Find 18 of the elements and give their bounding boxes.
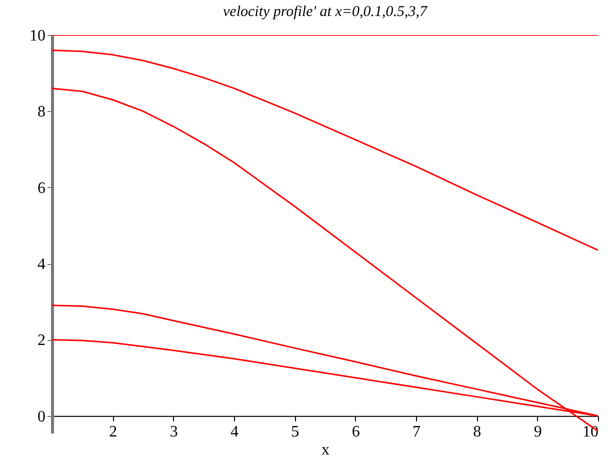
y-tick-label: 2 (38, 332, 46, 350)
x-tick-label: 5 (291, 423, 300, 440)
y-tick-label: 4 (38, 256, 46, 274)
x-tick-label: 4 (230, 423, 238, 440)
y-tick-label: 6 (38, 180, 46, 197)
x-tick-label: 7 (412, 423, 420, 440)
line-series (52, 49, 598, 251)
y-tick-label: 10 (30, 28, 46, 44)
x-tick-label: 9 (534, 423, 542, 440)
y-tick-label: 8 (38, 104, 46, 121)
y-tick-label: 0 (38, 408, 46, 426)
x-tick-label: 6 (352, 423, 360, 440)
x-tick-label: 2 (109, 423, 118, 440)
x-tick-label: 10 (582, 423, 598, 440)
x-tick-label: 8 (473, 423, 482, 440)
x-tick-label: 3 (170, 423, 178, 440)
chart-title: velocity profile' at x=0,0.1,0.5,3,7 (223, 4, 428, 20)
x-axis-title: x (322, 441, 330, 458)
